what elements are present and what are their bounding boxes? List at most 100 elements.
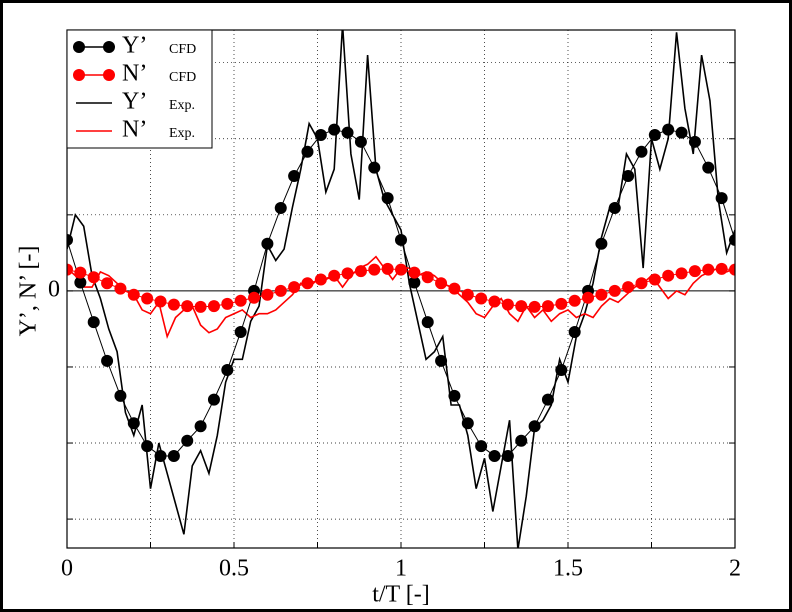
data-point — [475, 292, 488, 305]
legend-marker — [73, 69, 85, 81]
data-point — [555, 297, 568, 310]
data-point — [688, 135, 701, 148]
data-point — [448, 282, 461, 295]
y-axis-label: Y’, N’ [-] — [16, 246, 42, 337]
data-point — [154, 295, 167, 308]
x-tick-label: 0.5 — [219, 556, 249, 582]
data-point — [341, 267, 354, 280]
legend-label: N’ — [122, 61, 147, 87]
data-point — [141, 440, 154, 453]
data-point — [475, 440, 488, 453]
data-point — [274, 201, 287, 214]
data-point — [114, 282, 127, 295]
legend-marker — [103, 69, 115, 81]
data-point — [662, 123, 675, 136]
legend-source: Exp. — [169, 98, 195, 113]
data-point — [729, 263, 735, 276]
data-point — [301, 145, 314, 158]
data-point — [261, 288, 274, 301]
data-point — [381, 262, 394, 275]
data-point — [114, 389, 127, 402]
x-tick-label: 1.5 — [553, 556, 583, 582]
data-point — [622, 170, 635, 183]
data-point — [181, 434, 194, 447]
data-point — [461, 417, 474, 430]
data-point — [368, 263, 381, 276]
data-point — [501, 298, 514, 311]
data-point — [194, 300, 207, 313]
data-point — [528, 300, 541, 313]
data-point — [234, 294, 247, 307]
data-point — [67, 263, 73, 276]
data-point — [207, 300, 220, 313]
legend-label: Y’ — [122, 89, 147, 115]
data-point — [715, 192, 728, 205]
data-point — [648, 273, 661, 286]
data-point — [381, 192, 394, 205]
data-point — [87, 271, 100, 284]
data-point — [515, 300, 528, 313]
data-point — [501, 449, 514, 462]
data-point — [702, 161, 715, 174]
data-point — [221, 364, 234, 377]
data-point — [328, 269, 341, 282]
data-point — [141, 292, 154, 305]
data-point — [528, 420, 541, 433]
data-point — [288, 170, 301, 183]
data-point — [234, 325, 247, 338]
data-point — [127, 288, 140, 301]
data-point — [568, 294, 581, 307]
data-point — [248, 291, 261, 304]
data-point — [461, 288, 474, 301]
data-point — [301, 277, 314, 290]
data-point — [288, 281, 301, 294]
data-point — [488, 295, 501, 308]
x-tick-label: 0 — [61, 556, 73, 582]
data-point — [729, 233, 735, 246]
data-point — [715, 262, 728, 275]
data-point — [154, 449, 167, 462]
data-point — [261, 237, 274, 250]
data-point — [582, 291, 595, 304]
data-point — [448, 389, 461, 402]
data-point — [221, 297, 234, 310]
legend-source: CFD — [169, 42, 196, 57]
legend-source: Exp. — [169, 126, 195, 141]
data-point — [194, 420, 207, 433]
x-tick-label: 1 — [395, 556, 407, 582]
data-point — [568, 325, 581, 338]
y-tick-label: 0 — [48, 276, 60, 302]
data-point — [354, 135, 367, 148]
data-point — [435, 277, 448, 290]
legend-source: CFD — [169, 70, 196, 85]
data-point — [74, 276, 87, 289]
legend-marker — [103, 41, 115, 53]
data-point — [635, 277, 648, 290]
data-point — [274, 284, 287, 297]
data-point — [354, 265, 367, 278]
data-point — [74, 266, 87, 279]
data-point — [595, 237, 608, 250]
legend-label: Y’ — [122, 33, 147, 59]
data-point — [67, 233, 73, 246]
x-tick-label: 2 — [729, 556, 741, 582]
data-point — [688, 265, 701, 278]
data-point — [515, 434, 528, 447]
data-point — [608, 201, 621, 214]
data-point — [408, 266, 421, 279]
data-point — [395, 263, 407, 276]
data-point — [408, 276, 421, 289]
data-point — [675, 267, 688, 280]
data-point — [595, 288, 608, 301]
data-point — [555, 364, 568, 377]
data-point — [101, 277, 114, 290]
data-point — [314, 273, 327, 286]
legend-marker — [73, 41, 85, 53]
data-point — [167, 298, 180, 311]
data-point — [702, 263, 715, 276]
series-line — [67, 30, 735, 548]
data-point — [314, 128, 327, 141]
data-point — [167, 449, 180, 462]
data-point — [635, 145, 648, 158]
